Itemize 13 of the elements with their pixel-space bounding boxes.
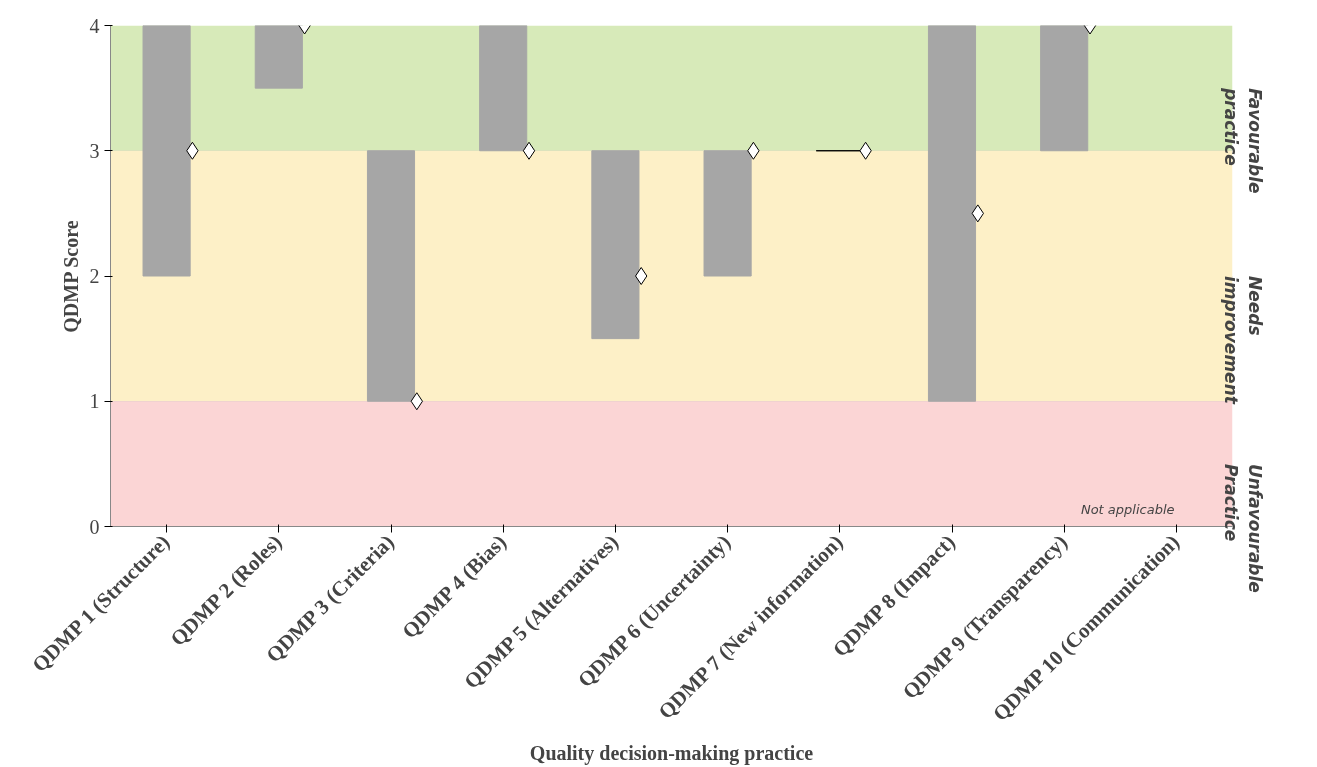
y-axis-title: QDMP Score [59,220,82,333]
y-tick-label: 4 [89,14,100,37]
band-label: Needs improvement [1220,276,1265,405]
x-axis-title: Quality decision-making practice [529,742,814,766]
point [635,267,648,285]
y-tick-label: 0 [89,515,100,538]
y-tick-label: 2 [89,265,100,287]
y-tick-label: 3 [89,139,100,162]
point [522,141,536,160]
band-label: Unfavourable Practice [1220,463,1265,593]
band-label: Favourable practice [1220,87,1265,194]
annotation: Not applicable [1080,501,1175,517]
y-tick-label: 1 [89,390,100,413]
